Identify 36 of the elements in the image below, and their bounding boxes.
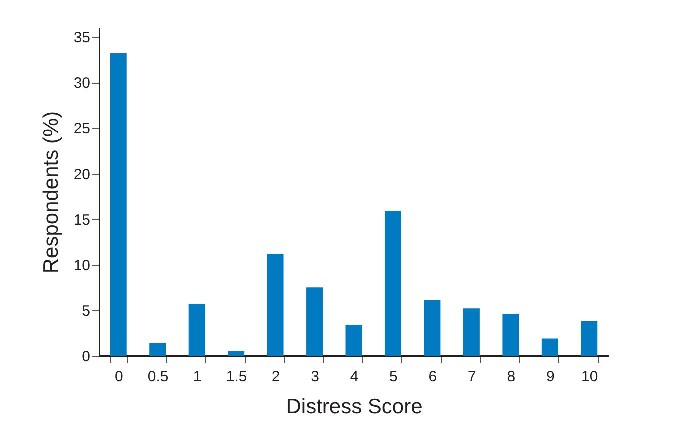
x-tick-label: 10: [582, 368, 598, 386]
bar: [502, 314, 520, 356]
bar: [346, 325, 362, 356]
x-axis-title: Distress Score: [286, 396, 423, 418]
y-axis-title: Respondents (%): [40, 111, 63, 274]
x-tick-label: 9: [546, 368, 555, 386]
x-tick-label: 2: [272, 368, 280, 386]
x-tick-label: 6: [428, 368, 438, 386]
x-tick-label: 0: [114, 368, 124, 386]
y-tick-label: 20: [74, 166, 90, 184]
y-tick-label: 25: [74, 120, 90, 138]
x-tick-label: 3: [311, 368, 320, 386]
bar: [228, 351, 245, 356]
y-tick-label: 15: [74, 212, 90, 229]
x-tick-label: 1.5: [226, 368, 248, 386]
bar: [110, 54, 127, 356]
bar: [150, 343, 166, 356]
bar: [581, 321, 598, 356]
x-tick-label: 8: [507, 368, 516, 386]
bar: [306, 288, 324, 356]
y-tick-label: 0: [82, 348, 90, 366]
bar: [384, 211, 402, 356]
bar: [188, 304, 206, 356]
y-tick-label: 35: [74, 30, 90, 47]
x-tick-label: 7: [468, 368, 476, 386]
bar: [424, 300, 441, 356]
x-tick-label: 5: [390, 368, 398, 386]
bar: [542, 338, 558, 356]
x-tick-label: 0.5: [148, 368, 169, 386]
bar: [463, 308, 480, 356]
y-tick-label: 10: [74, 257, 90, 274]
x-tick-label: 4: [350, 368, 359, 386]
bar: [267, 254, 284, 356]
y-tick-label: 30: [74, 75, 90, 92]
x-tick-label: 1: [193, 368, 202, 386]
y-tick-label: 5: [82, 302, 90, 320]
